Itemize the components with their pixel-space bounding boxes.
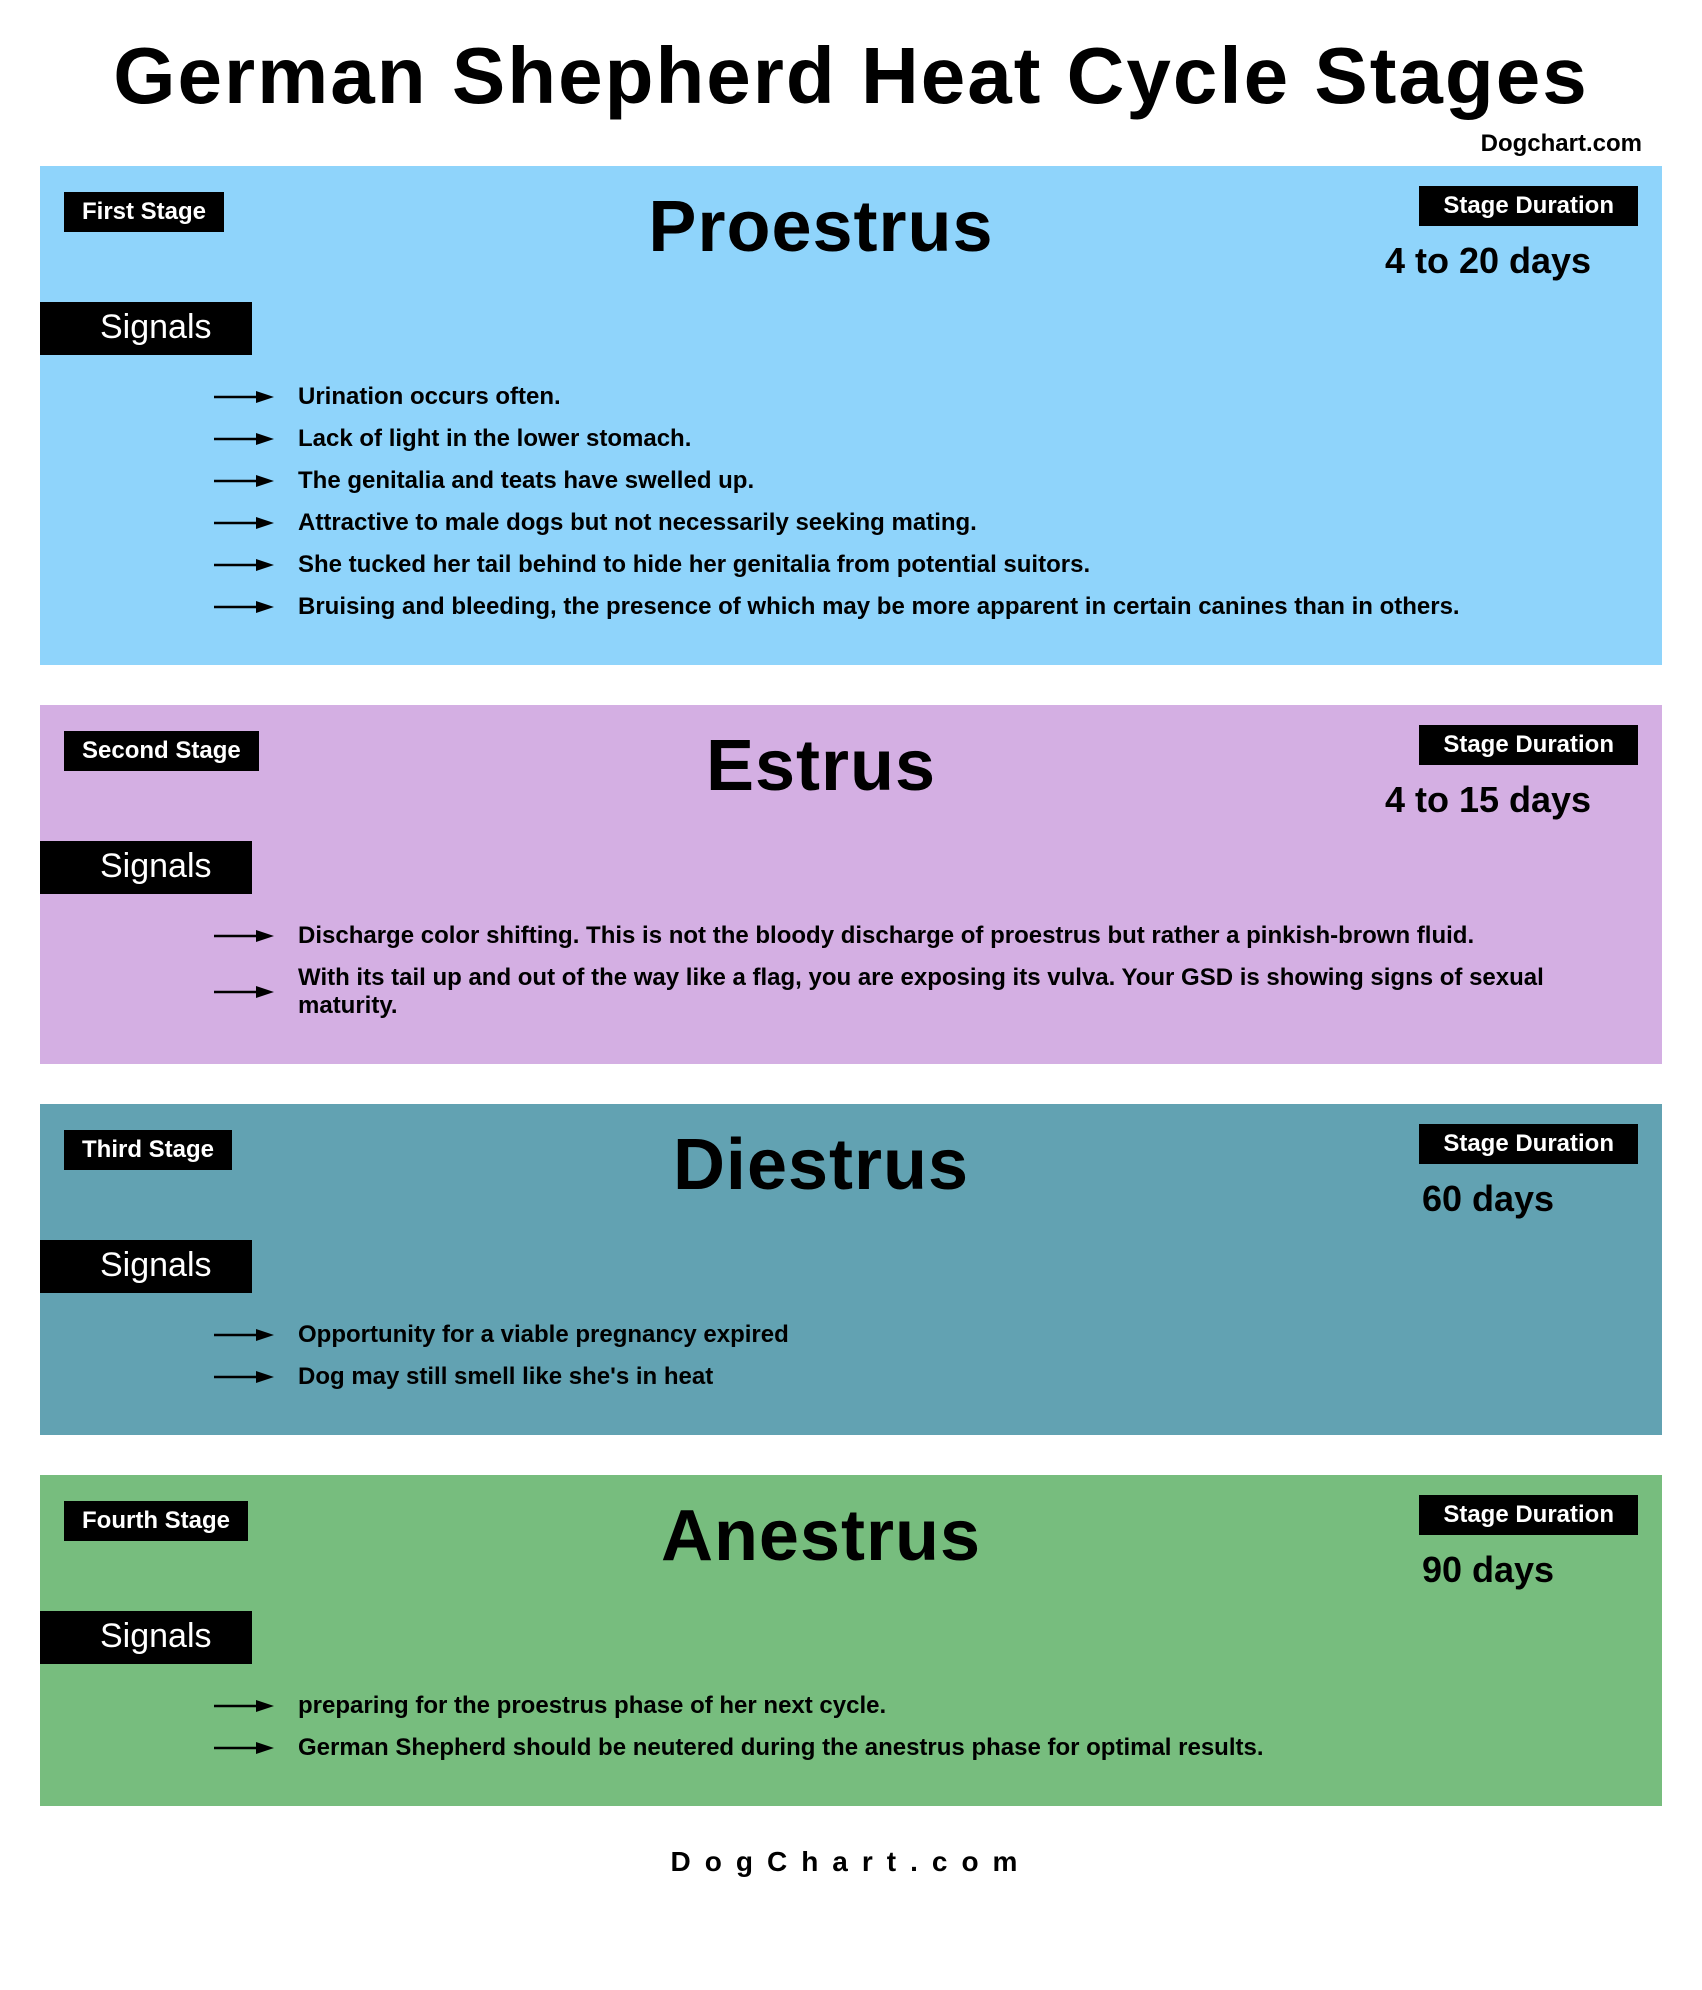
arrow-icon bbox=[214, 1738, 274, 1758]
stage-title: Estrus bbox=[304, 725, 1338, 807]
signal-item: Attractive to male dogs but not necessar… bbox=[214, 509, 1638, 537]
stage-order-wrap: First Stage bbox=[64, 186, 304, 232]
signal-text: She tucked her tail behind to hide her g… bbox=[298, 551, 1090, 579]
duration-label-badge: Stage Duration bbox=[1419, 725, 1638, 765]
stage-header: First Stage Proestrus Stage Duration 4 to 2… bbox=[64, 186, 1638, 282]
arrow-icon bbox=[214, 555, 274, 575]
signal-text: The genitalia and teats have swelled up. bbox=[298, 467, 754, 495]
signal-text: Discharge color shifting. This is not th… bbox=[298, 922, 1474, 950]
stage-card: Fourth Stage Anestrus Stage Duration 90 day… bbox=[40, 1475, 1662, 1806]
arrow-icon bbox=[214, 513, 274, 533]
signal-item: Lack of light in the lower stomach. bbox=[214, 425, 1638, 453]
arrow-icon bbox=[214, 926, 274, 946]
signals-list: Discharge color shifting. This is not th… bbox=[64, 922, 1638, 1020]
duration-wrap: Stage Duration 60 days bbox=[1338, 1124, 1638, 1220]
signal-item: Opportunity for a viable pregnancy expir… bbox=[214, 1321, 1638, 1349]
infographic-container: German Shepherd Heat Cycle Stages Dogcha… bbox=[0, 0, 1702, 1898]
signal-item: Urination occurs often. bbox=[214, 383, 1638, 411]
arrow-icon bbox=[214, 597, 274, 617]
stage-card: Second Stage Estrus Stage Duration 4 to 15 … bbox=[40, 705, 1662, 1064]
stage-card: Third Stage Diestrus Stage Duration 60 days… bbox=[40, 1104, 1662, 1435]
signal-text: Opportunity for a viable pregnancy expir… bbox=[298, 1321, 789, 1349]
stage-card: First Stage Proestrus Stage Duration 4 to 2… bbox=[40, 166, 1662, 665]
stage-order-wrap: Third Stage bbox=[64, 1124, 304, 1170]
signals-label-badge: Signals bbox=[40, 1611, 252, 1664]
duration-value: 90 days bbox=[1338, 1549, 1638, 1591]
stage-order-badge: Third Stage bbox=[64, 1130, 232, 1170]
stage-order-badge: Second Stage bbox=[64, 731, 259, 771]
duration-wrap: Stage Duration 4 to 15 days bbox=[1338, 725, 1638, 821]
stage-title-wrap: Anestrus bbox=[304, 1495, 1338, 1577]
page-title: German Shepherd Heat Cycle Stages bbox=[40, 30, 1662, 122]
stages-list: First Stage Proestrus Stage Duration 4 to 2… bbox=[40, 166, 1662, 1806]
signals-label-badge: Signals bbox=[40, 302, 252, 355]
duration-value: 4 to 15 days bbox=[1338, 779, 1638, 821]
stage-order-badge: Fourth Stage bbox=[64, 1501, 248, 1541]
stage-title: Anestrus bbox=[304, 1495, 1338, 1577]
duration-wrap: Stage Duration 4 to 20 days bbox=[1338, 186, 1638, 282]
signal-item: The genitalia and teats have swelled up. bbox=[214, 467, 1638, 495]
signals-list: preparing for the proestrus phase of her… bbox=[64, 1692, 1638, 1762]
signal-item: Dog may still smell like she's in heat bbox=[214, 1363, 1638, 1391]
signal-item: Bruising and bleeding, the presence of w… bbox=[214, 593, 1638, 621]
footer-brand: DogChart.com bbox=[40, 1846, 1662, 1878]
stage-title-wrap: Proestrus bbox=[304, 186, 1338, 268]
stage-title: Diestrus bbox=[304, 1124, 1338, 1206]
stage-header: Second Stage Estrus Stage Duration 4 to 15 … bbox=[64, 725, 1638, 821]
arrow-icon bbox=[214, 1696, 274, 1716]
stage-title-wrap: Estrus bbox=[304, 725, 1338, 807]
duration-value: 60 days bbox=[1338, 1178, 1638, 1220]
stage-header: Third Stage Diestrus Stage Duration 60 days bbox=[64, 1124, 1638, 1220]
arrow-icon bbox=[214, 429, 274, 449]
signals-label-badge: Signals bbox=[40, 1240, 252, 1293]
arrow-icon bbox=[214, 471, 274, 491]
duration-value: 4 to 20 days bbox=[1338, 240, 1638, 282]
signal-text: Lack of light in the lower stomach. bbox=[298, 425, 691, 453]
signal-item: preparing for the proestrus phase of her… bbox=[214, 1692, 1638, 1720]
arrow-icon bbox=[214, 982, 274, 1002]
duration-label-badge: Stage Duration bbox=[1419, 1124, 1638, 1164]
stage-order-wrap: Second Stage bbox=[64, 725, 304, 771]
source-label-top: Dogchart.com bbox=[40, 130, 1642, 158]
signal-item: German Shepherd should be neutered durin… bbox=[214, 1734, 1638, 1762]
stage-order-wrap: Fourth Stage bbox=[64, 1495, 304, 1541]
stage-title-wrap: Diestrus bbox=[304, 1124, 1338, 1206]
signal-text: Dog may still smell like she's in heat bbox=[298, 1363, 713, 1391]
signals-list: Opportunity for a viable pregnancy expir… bbox=[64, 1321, 1638, 1391]
signal-item: She tucked her tail behind to hide her g… bbox=[214, 551, 1638, 579]
signals-label-badge: Signals bbox=[40, 841, 252, 894]
duration-wrap: Stage Duration 90 days bbox=[1338, 1495, 1638, 1591]
stage-order-badge: First Stage bbox=[64, 192, 224, 232]
signal-text: Urination occurs often. bbox=[298, 383, 561, 411]
signal-item: With its tail up and out of the way like… bbox=[214, 964, 1638, 1020]
signal-text: Attractive to male dogs but not necessar… bbox=[298, 509, 977, 537]
arrow-icon bbox=[214, 1325, 274, 1345]
signal-item: Discharge color shifting. This is not th… bbox=[214, 922, 1638, 950]
signal-text: preparing for the proestrus phase of her… bbox=[298, 1692, 886, 1720]
signals-list: Urination occurs often. Lack of light in … bbox=[64, 383, 1638, 621]
signal-text: With its tail up and out of the way like… bbox=[298, 964, 1638, 1020]
stage-header: Fourth Stage Anestrus Stage Duration 90 day… bbox=[64, 1495, 1638, 1591]
duration-label-badge: Stage Duration bbox=[1419, 1495, 1638, 1535]
arrow-icon bbox=[214, 387, 274, 407]
stage-title: Proestrus bbox=[304, 186, 1338, 268]
duration-label-badge: Stage Duration bbox=[1419, 186, 1638, 226]
signal-text: German Shepherd should be neutered durin… bbox=[298, 1734, 1264, 1762]
arrow-icon bbox=[214, 1367, 274, 1387]
signal-text: Bruising and bleeding, the presence of w… bbox=[298, 593, 1460, 621]
